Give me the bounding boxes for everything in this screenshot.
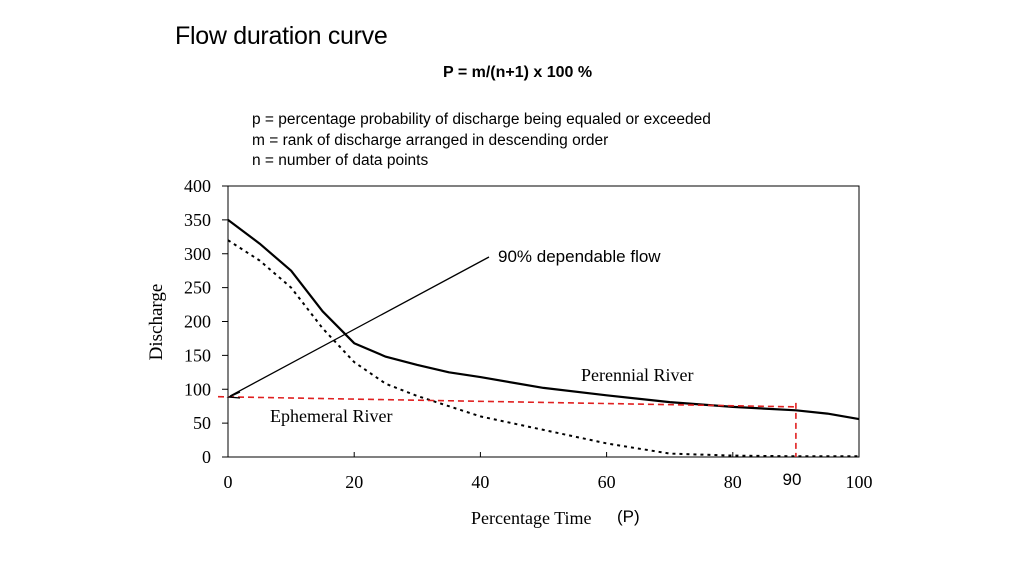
y-tick-label: 0 bbox=[202, 447, 211, 467]
x-tick-label: 100 bbox=[846, 472, 873, 492]
definition-n: n = number of data points bbox=[252, 152, 429, 169]
formula: P = m/(n+1) x 100 % bbox=[443, 64, 593, 81]
dependable-flow-label: 90% dependable flow bbox=[498, 247, 661, 266]
y-tick-label: 150 bbox=[184, 345, 211, 365]
x-tick-label: 0 bbox=[224, 472, 233, 492]
y-tick-label: 200 bbox=[184, 312, 211, 332]
perennial-river-label: Perennial River bbox=[581, 365, 693, 385]
x-axis-label-suffix: (P) bbox=[617, 507, 640, 526]
y-tick-label: 350 bbox=[184, 210, 211, 230]
dependable-flow-pointer-line bbox=[229, 256, 490, 397]
x-tick-label: 40 bbox=[471, 472, 489, 492]
slide-title: Flow duration curve bbox=[175, 22, 388, 50]
ephemeral-river-label: Ephemeral River bbox=[270, 406, 392, 426]
y-tick-label: 300 bbox=[184, 244, 211, 264]
pointer-arrow-icon bbox=[226, 391, 241, 399]
x-axis-label: Percentage Time bbox=[471, 508, 591, 528]
perennial-river-line bbox=[227, 219, 860, 421]
definition-m: m = rank of discharge arranged in descen… bbox=[252, 131, 609, 149]
ephemeral-river-line bbox=[227, 239, 859, 458]
y-tick-label: 50 bbox=[193, 413, 211, 433]
y-axis-label: Discharge bbox=[146, 284, 167, 361]
definitions: p = percentage probability of discharge … bbox=[252, 110, 711, 172]
y-tick-label: 250 bbox=[184, 278, 211, 298]
definition-p: p = percentage probability of discharge … bbox=[252, 111, 711, 128]
x-tick-label: 80 bbox=[724, 472, 742, 492]
y-axis-ticks: 0 50 100 150 200 250 300 350 400 bbox=[184, 176, 228, 467]
highlight-tick-label: 90 bbox=[783, 470, 802, 489]
dependable-flow-horizontal-line bbox=[217, 395, 796, 408]
x-axis-ticks: 0 20 40 60 80 100 bbox=[224, 452, 873, 492]
series-group bbox=[227, 219, 860, 458]
y-tick-label: 100 bbox=[184, 379, 211, 399]
y-tick-label: 400 bbox=[184, 176, 211, 196]
x-tick-label: 60 bbox=[598, 472, 616, 492]
x-tick-label: 20 bbox=[345, 472, 363, 492]
annotations-group: 90% dependable flow Perennial River Epheme… bbox=[217, 247, 802, 489]
